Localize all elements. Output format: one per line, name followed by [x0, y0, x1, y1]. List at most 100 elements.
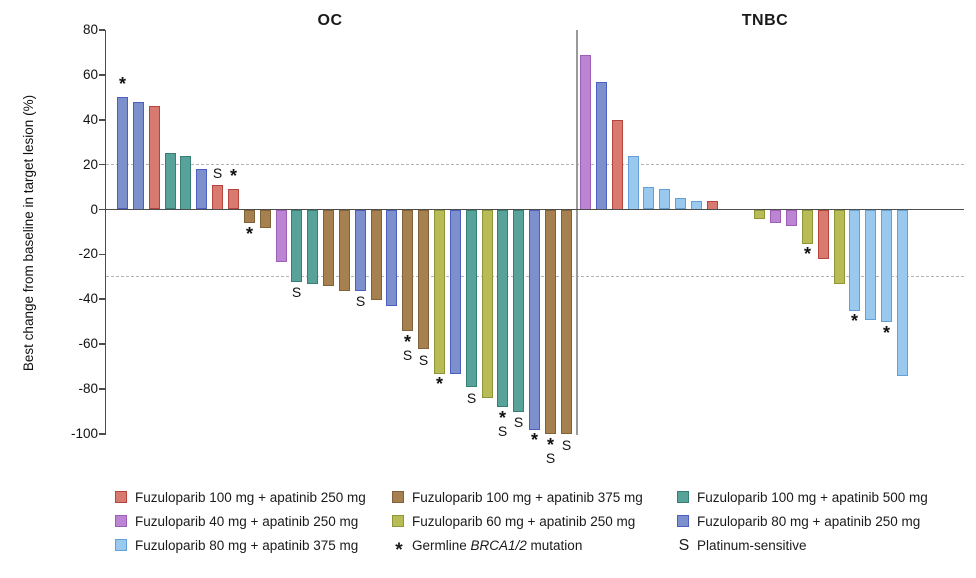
- bar: [834, 210, 845, 284]
- panel-title-tnbc: TNBC: [741, 12, 789, 29]
- zero-baseline: [106, 208, 964, 211]
- y-axis-tick: [99, 29, 105, 31]
- y-axis-tick-label: 80: [82, 22, 98, 38]
- bar: [865, 210, 876, 320]
- bar: [897, 210, 908, 376]
- legend-label: Fuzuloparib 80 mg + apatinib 250 mg: [697, 514, 921, 529]
- y-axis-tick: [99, 343, 105, 345]
- brca-mutation-mark: *: [498, 407, 506, 428]
- brca-mutation-mark: *: [403, 331, 411, 352]
- brca-mutation-mark: *: [850, 311, 858, 332]
- bar: [260, 210, 271, 228]
- y-axis-title: Best change from baseline in target lesi…: [21, 94, 36, 372]
- asterisk-symbol: *: [395, 540, 403, 561]
- legend-swatch: [115, 515, 127, 527]
- bar: [180, 156, 191, 210]
- platinum-sensitive-mark: S: [402, 346, 413, 363]
- panel-title-oc: OC: [317, 12, 343, 29]
- bar: [786, 210, 797, 226]
- y-axis-tick-label: -80: [78, 380, 98, 396]
- platinum-sensitive-mark: S: [497, 422, 508, 439]
- y-axis-tick: [99, 253, 105, 256]
- platinum-sensitive-mark: S: [212, 164, 223, 181]
- bar: [802, 210, 813, 244]
- bar: [149, 106, 160, 209]
- legend-swatch: [392, 491, 404, 503]
- legend-label: Fuzuloparib 100 mg + apatinib 250 mg: [135, 490, 366, 505]
- bar: [754, 210, 765, 219]
- y-axis-tick: [99, 388, 105, 390]
- y-axis-tick-label: -60: [78, 336, 98, 352]
- y-axis-tick: [99, 74, 105, 76]
- y-axis-tick-label: 40: [82, 111, 98, 127]
- bar: [402, 210, 413, 331]
- y-axis-tick-label: -20: [78, 246, 98, 262]
- bar: [818, 210, 829, 259]
- brca-mutation-mark: *: [546, 434, 554, 455]
- y-axis-tick: [99, 208, 105, 211]
- brca-mutation-mark: *: [229, 166, 237, 187]
- bar: [580, 55, 591, 210]
- bar: [513, 210, 524, 412]
- bar: [291, 210, 302, 282]
- platinum-sensitive-mark: S: [466, 389, 477, 406]
- platinum-sensitive-mark: S: [561, 436, 572, 453]
- bar: [675, 198, 686, 209]
- platinum-sensitive-mark: S: [418, 351, 429, 368]
- brca-mutation-mark: *: [435, 374, 443, 395]
- legend-swatch: [677, 491, 689, 503]
- bar: [596, 82, 607, 210]
- platinum-sensitive-mark: S: [545, 449, 556, 466]
- platinum-sensitive-mark: S: [513, 414, 524, 431]
- y-axis-tick-label: 60: [82, 66, 98, 82]
- legend-swatch: [392, 515, 404, 527]
- bar: [643, 187, 654, 209]
- bar: [165, 153, 176, 209]
- y-axis-tick-label: -100: [70, 425, 98, 441]
- y-axis-tick-label: 0: [90, 201, 98, 217]
- bar: [355, 210, 366, 291]
- platinum-sensitive-mark: S: [355, 293, 366, 310]
- bar: [339, 210, 350, 291]
- bar: [244, 210, 255, 223]
- legend-label: Fuzuloparib 60 mg + apatinib 250 mg: [412, 514, 636, 529]
- bar: [497, 210, 508, 407]
- bar: [386, 210, 397, 306]
- bar: [133, 102, 144, 210]
- legend-swatch: [677, 515, 689, 527]
- y-axis-tick: [99, 433, 105, 435]
- legend-label: Germline BRCA1/2 mutation: [412, 538, 583, 553]
- reference-line: [106, 163, 964, 165]
- legend-label: Fuzuloparib 100 mg + apatinib 375 mg: [412, 490, 643, 505]
- y-axis-tick: [99, 119, 105, 121]
- brca-mutation-mark: *: [118, 74, 126, 95]
- bar: [529, 210, 540, 430]
- bar: [117, 97, 128, 209]
- bar: [466, 210, 477, 387]
- bar: [418, 210, 429, 349]
- bar: [628, 156, 639, 210]
- brca-mutation-mark: *: [882, 322, 890, 343]
- bar: [434, 210, 445, 374]
- bar: [323, 210, 334, 286]
- bar: [881, 210, 892, 322]
- y-axis-tick: [99, 163, 105, 166]
- bar: [371, 210, 382, 300]
- bar: [659, 189, 670, 209]
- bar: [849, 210, 860, 311]
- bar: [307, 210, 318, 284]
- legend-label: Fuzuloparib 80 mg + apatinib 375 mg: [135, 538, 359, 553]
- y-axis-tick-label: -40: [78, 291, 98, 307]
- bar: [561, 210, 572, 434]
- y-axis-line: [104, 30, 106, 435]
- legend-swatch: [115, 491, 127, 503]
- bar: [450, 210, 461, 374]
- bar: [196, 169, 207, 209]
- bar: [545, 210, 556, 434]
- legend-label: Fuzuloparib 40 mg + apatinib 250 mg: [135, 514, 359, 529]
- bar: [276, 210, 287, 262]
- y-axis-tick: [99, 298, 105, 300]
- brca-mutation-mark: *: [245, 223, 253, 244]
- platinum-sensitive-mark: S: [291, 284, 302, 301]
